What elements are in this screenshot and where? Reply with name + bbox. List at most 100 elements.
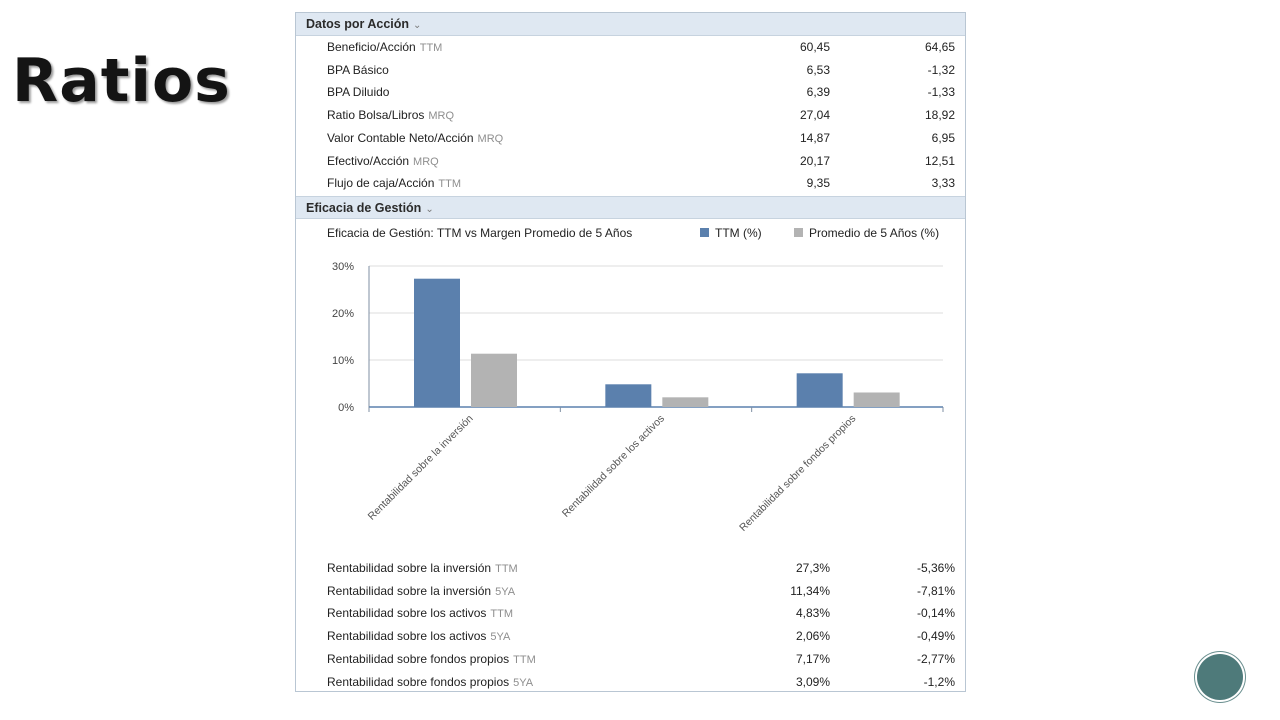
x-tick-label: Rentabilidad sobre los activos <box>560 413 667 520</box>
row-value-1: 11,34% <box>790 580 830 602</box>
legend-label: TTM (%) <box>715 226 762 240</box>
row-label-text: Flujo de caja/Acción <box>327 176 434 190</box>
y-tick-label: 10% <box>332 355 354 367</box>
y-tick-label: 30% <box>332 261 354 273</box>
row-label: Rentabilidad sobre la inversión 5YA <box>327 580 515 603</box>
row-value-2: 3,33 <box>932 172 955 194</box>
table-row: Efectivo/Acción MRQ 20,17 12,51 <box>296 150 965 172</box>
chart-title: Eficacia de Gestión: TTM vs Margen Prome… <box>327 226 632 240</box>
row-value-2: -1,32 <box>928 59 955 81</box>
x-tick-label: Rentabilidad sobre fondos propios <box>737 413 858 534</box>
table-row: Rentabilidad sobre la inversión TTM 27,3% -… <box>296 557 965 579</box>
row-label-text: Valor Contable Neto/Acción <box>327 131 474 145</box>
row-value-2: -2,77% <box>917 648 955 670</box>
row-value-1: 14,87 <box>800 127 830 149</box>
row-label: Rentabilidad sobre los activos TTM <box>327 602 513 625</box>
row-label: Valor Contable Neto/Acción MRQ <box>327 127 503 150</box>
section-header-datos[interactable]: Datos por Acción ⌄ <box>296 13 965 36</box>
row-value-2: 12,51 <box>925 150 955 172</box>
slide-title: Ratios <box>12 46 231 116</box>
row-qualifier: TTM <box>513 654 536 666</box>
table-row: Beneficio/Acción TTM 60,45 64,65 <box>296 36 965 58</box>
row-value-2: 18,92 <box>925 104 955 126</box>
y-tick-label: 20% <box>332 308 354 320</box>
table-row: BPA Básico 6,53 -1,32 <box>296 59 965 81</box>
table-row: Rentabilidad sobre fondos propios 5YA 3,09… <box>296 671 965 693</box>
row-value-1: 3,09% <box>796 671 830 693</box>
row-label-text: Rentabilidad sobre los activos <box>327 629 486 643</box>
table-row: Rentabilidad sobre los activos 5YA 2,06% -0… <box>296 625 965 647</box>
row-label: Ratio Bolsa/Libros MRQ <box>327 104 454 127</box>
row-value-1: 2,06% <box>796 625 830 647</box>
row-label: Rentabilidad sobre la inversión TTM <box>327 557 518 580</box>
row-value-1: 6,53 <box>807 59 830 81</box>
chevron-down-icon: ⌄ <box>425 204 433 215</box>
table-row: Ratio Bolsa/Libros MRQ 27,04 18,92 <box>296 104 965 126</box>
row-value-1: 9,35 <box>807 172 830 194</box>
row-label: Flujo de caja/Acción TTM <box>327 172 461 195</box>
row-qualifier: TTM <box>420 42 443 54</box>
bar-5ya-2 <box>854 392 900 407</box>
row-label-text: BPA Diluido <box>327 85 389 99</box>
table-row: Rentabilidad sobre fondos propios TTM 7,17… <box>296 648 965 670</box>
row-label-text: Efectivo/Acción <box>327 154 409 168</box>
row-label: Rentabilidad sobre los activos 5YA <box>327 625 510 648</box>
x-tick-label: Rentabilidad sobre la inversión <box>366 413 476 523</box>
row-label: Rentabilidad sobre fondos propios 5YA <box>327 671 533 694</box>
row-value-1: 4,83% <box>796 602 830 624</box>
section-header-label: Eficacia de Gestión <box>306 201 421 215</box>
row-value-2: 64,65 <box>925 36 955 58</box>
row-qualifier: MRQ <box>478 133 504 145</box>
bar-ttm-2 <box>797 373 843 407</box>
bar-ttm-1 <box>605 384 651 407</box>
bar-5ya-0 <box>471 354 517 407</box>
row-label-text: Rentabilidad sobre la inversión <box>327 561 491 575</box>
section-header-eficacia[interactable]: Eficacia de Gestión ⌄ <box>296 196 965 219</box>
row-label: Rentabilidad sobre fondos propios TTM <box>327 648 536 671</box>
legend-swatch-5ya <box>794 228 803 237</box>
row-label-text: Rentabilidad sobre fondos propios <box>327 675 509 689</box>
table-row: Rentabilidad sobre la inversión 5YA 11,34%… <box>296 580 965 602</box>
row-label-text: Rentabilidad sobre los activos <box>327 606 486 620</box>
row-label-text: Beneficio/Acción <box>327 40 416 54</box>
chevron-down-icon: ⌄ <box>413 20 421 31</box>
row-value-1: 6,39 <box>807 81 830 103</box>
section-header-label: Datos por Acción <box>306 17 409 31</box>
row-qualifier: 5YA <box>490 631 510 643</box>
row-value-1: 7,17% <box>796 648 830 670</box>
row-qualifier: TTM <box>438 178 461 190</box>
ratios-panel: Datos por Acción ⌄ Beneficio/Acción TTM 60,… <box>295 12 966 692</box>
row-value-2: -5,36% <box>917 557 955 579</box>
row-value-2: -0,14% <box>917 602 955 624</box>
bar-ttm-0 <box>414 279 460 407</box>
table-row: Rentabilidad sobre los activos TTM 4,83% -0… <box>296 602 965 624</box>
row-qualifier: TTM <box>495 563 518 575</box>
row-value-2: -0,49% <box>917 625 955 647</box>
legend-item-5ya: Promedio de 5 Años (%) <box>794 226 939 240</box>
legend-item-ttm: TTM (%) <box>700 226 762 240</box>
row-qualifier: MRQ <box>428 110 454 122</box>
table-row: Flujo de caja/Acción TTM 9,35 3,33 <box>296 172 965 194</box>
row-label-text: Rentabilidad sobre la inversión <box>327 584 491 598</box>
row-label: Beneficio/Acción TTM <box>327 36 442 59</box>
row-qualifier: TTM <box>490 608 513 620</box>
bar-5ya-1 <box>662 397 708 407</box>
row-qualifier: 5YA <box>495 586 515 598</box>
row-value-1: 60,45 <box>800 36 830 58</box>
row-value-1: 20,17 <box>800 150 830 172</box>
row-value-2: 6,95 <box>932 127 955 149</box>
row-label-text: Rentabilidad sobre fondos propios <box>327 652 509 666</box>
table-row: BPA Diluido 6,39 -1,33 <box>296 81 965 103</box>
row-label-text: BPA Básico <box>327 63 389 77</box>
row-label: BPA Diluido <box>327 81 393 104</box>
bar-chart: 0% 10% 20% 30% Rentabilidad sobre la inversi… <box>296 253 965 553</box>
row-label: BPA Básico <box>327 59 393 82</box>
row-qualifier: MRQ <box>413 156 439 168</box>
legend-label: Promedio de 5 Años (%) <box>809 226 939 240</box>
y-tick-label: 0% <box>338 402 354 414</box>
row-value-1: 27,3% <box>796 557 830 579</box>
row-value-2: -7,81% <box>917 580 955 602</box>
row-value-2: -1,2% <box>924 671 955 693</box>
row-value-2: -1,33 <box>928 81 955 103</box>
row-label: Efectivo/Acción MRQ <box>327 150 439 173</box>
